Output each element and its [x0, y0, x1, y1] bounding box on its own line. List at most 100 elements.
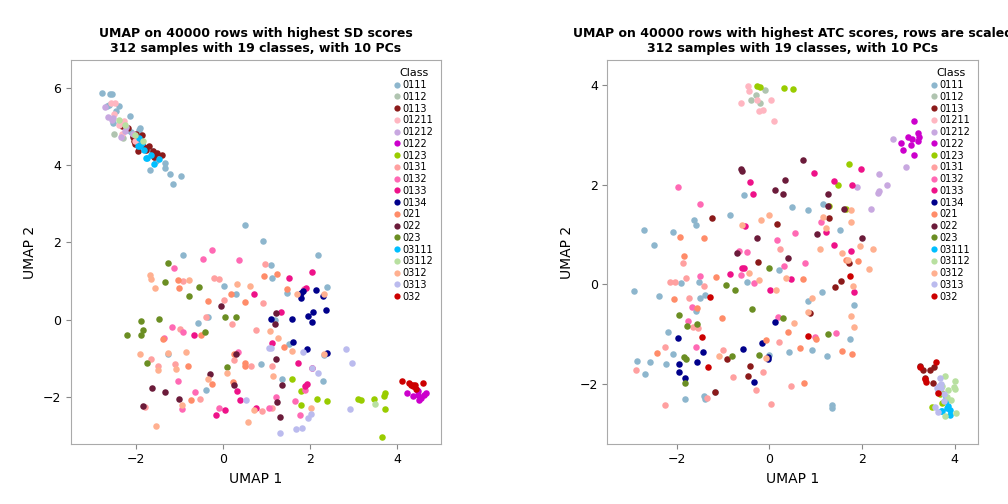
Point — [938, 397, 955, 405]
Point — [126, 137, 142, 145]
Point — [745, 190, 761, 198]
Point — [670, 368, 686, 376]
Point — [769, 312, 785, 321]
Point — [910, 133, 926, 141]
Point — [405, 383, 421, 391]
Point — [762, 286, 778, 294]
Point — [238, 396, 254, 404]
Point — [175, 251, 192, 259]
Point — [822, 202, 838, 210]
Point — [200, 297, 216, 305]
Point — [111, 116, 127, 124]
Point — [279, 285, 295, 293]
Point — [374, 433, 390, 442]
Point — [629, 357, 645, 365]
Point — [366, 395, 382, 403]
Point — [922, 366, 938, 374]
Point — [237, 221, 253, 229]
Point — [128, 130, 144, 138]
Point — [316, 292, 332, 300]
Point — [694, 333, 710, 341]
Point — [284, 338, 300, 346]
Point — [930, 389, 947, 397]
Point — [783, 382, 799, 390]
Point — [293, 424, 309, 432]
Point — [948, 409, 964, 417]
Point — [684, 303, 701, 311]
Point — [268, 393, 284, 401]
Point — [929, 388, 946, 396]
Point — [147, 284, 163, 292]
Point — [675, 353, 691, 361]
Point — [155, 335, 171, 343]
Point — [802, 309, 818, 317]
Point — [274, 382, 290, 390]
Point — [808, 335, 825, 343]
Point — [847, 288, 863, 296]
Point — [678, 355, 695, 363]
Point — [761, 264, 777, 272]
Point — [143, 275, 159, 283]
Point — [97, 102, 113, 110]
Point — [669, 182, 685, 191]
Point — [664, 227, 680, 235]
Point — [852, 242, 868, 250]
Point — [177, 348, 194, 356]
Point — [740, 82, 756, 90]
Point — [936, 411, 953, 419]
Point — [803, 346, 820, 354]
Point — [138, 146, 154, 154]
Point — [936, 397, 953, 405]
Point — [264, 339, 280, 347]
Point — [157, 159, 173, 167]
Point — [160, 350, 176, 358]
Point — [127, 140, 143, 148]
Point — [775, 190, 791, 198]
Point — [766, 117, 782, 125]
Point — [127, 137, 143, 145]
Point — [677, 274, 694, 282]
Point — [667, 278, 683, 286]
Point — [850, 257, 866, 265]
Point — [181, 276, 198, 284]
Point — [298, 345, 314, 353]
Point — [933, 399, 950, 407]
Point — [300, 312, 317, 321]
Point — [132, 134, 148, 142]
Point — [938, 393, 955, 401]
Point — [734, 221, 750, 229]
Point — [284, 347, 300, 355]
Point — [938, 393, 955, 401]
Point — [415, 391, 431, 399]
Y-axis label: UMAP 2: UMAP 2 — [559, 225, 574, 279]
Point — [104, 116, 120, 124]
Point — [399, 390, 415, 398]
Point — [132, 350, 148, 358]
Point — [133, 331, 149, 339]
Point — [151, 315, 167, 323]
Point — [826, 241, 842, 249]
Point — [117, 121, 133, 129]
Point — [191, 283, 207, 291]
Point — [157, 388, 173, 396]
Point — [711, 352, 727, 360]
Point — [237, 358, 253, 366]
Point — [134, 139, 150, 147]
Point — [909, 130, 925, 138]
Point — [134, 131, 150, 139]
Point — [799, 206, 815, 214]
Point — [376, 392, 392, 400]
Point — [132, 142, 148, 150]
Point — [781, 348, 797, 356]
Point — [671, 360, 687, 368]
Point — [722, 270, 738, 278]
Point — [338, 345, 354, 353]
Point — [132, 123, 148, 132]
Point — [415, 379, 431, 387]
Point — [191, 319, 207, 327]
Point — [917, 374, 933, 382]
Point — [220, 369, 236, 377]
Point — [409, 386, 425, 394]
Point — [646, 241, 662, 249]
Point — [302, 410, 319, 418]
